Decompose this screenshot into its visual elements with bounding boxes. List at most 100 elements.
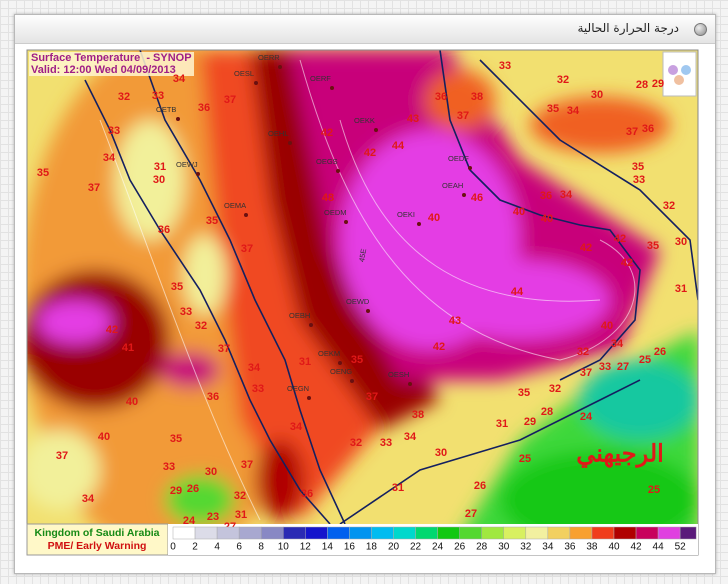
watermark: الرجيهني: [576, 439, 664, 469]
valid-time: Valid: 12:00 Wed 04/09/2013: [31, 64, 176, 76]
legend-tick-label: 26: [454, 542, 466, 553]
temperature-label: 35: [170, 433, 182, 445]
temperature-label: 31: [154, 161, 166, 173]
isotherm: [99, 59, 636, 521]
legend-swatch: [415, 526, 438, 540]
station-dot: [278, 65, 282, 69]
department: PME/ Early Warning: [48, 540, 147, 552]
temperature-label: 36: [642, 123, 654, 135]
temperature-label: 32: [549, 383, 561, 395]
legend-swatch: [481, 526, 505, 540]
temperature-label: 34: [611, 338, 624, 350]
legend-swatch: [327, 526, 350, 540]
legend-swatch: [393, 526, 416, 540]
legend-swatch: [172, 526, 196, 540]
temperature-label: 33: [180, 306, 192, 318]
window-title: درجة الحرارة الحالية: [577, 21, 680, 35]
legend-swatch: [591, 526, 615, 540]
legend-swatch: [503, 526, 527, 540]
station-code: OEHL: [268, 129, 288, 138]
legend-tick-label: 2: [192, 542, 198, 553]
temperature-label: 36: [301, 488, 313, 500]
temperature-field: [27, 50, 698, 524]
legend-tick-label: 38: [586, 542, 598, 553]
legend-swatch: [216, 526, 240, 540]
station-code: OERF: [310, 74, 331, 83]
station-code: OEMA: [224, 201, 246, 210]
legend-swatch: [437, 526, 460, 540]
legend-tick-label: 22: [410, 542, 422, 553]
temperature-label: 35: [171, 281, 183, 293]
station-dot: [344, 220, 348, 224]
station-code: OESH: [388, 370, 409, 379]
temperature-label: 25: [519, 453, 531, 465]
temperature-label: 27: [465, 508, 477, 520]
legend-tick-label: 40: [608, 542, 620, 553]
temperature-label: 34: [103, 152, 116, 164]
temperature-label: 34: [82, 493, 95, 505]
station-dot: [244, 213, 248, 217]
legend-tick-label: 4: [214, 542, 220, 553]
legend-swatch: [371, 526, 394, 540]
organization: Kingdom of Saudi Arabia: [34, 527, 159, 539]
temperature-label: 37: [88, 182, 100, 194]
temperature-label: 32: [577, 346, 589, 358]
legend-tick-label: 36: [564, 542, 576, 553]
temperature-label: 42: [433, 341, 445, 353]
temperature-label: 42: [580, 242, 592, 254]
legend-tick-label: 52: [675, 542, 687, 553]
station-code: OERR: [258, 53, 280, 62]
legend-swatch: [613, 526, 637, 540]
temperature-label: 32: [234, 490, 246, 502]
temperature-label: 38: [412, 409, 424, 421]
temperature-label: 43: [407, 113, 419, 125]
temperature-label: 43: [449, 315, 461, 327]
temperature-label: 37: [241, 243, 253, 255]
legend-swatch: [569, 526, 593, 540]
temperature-label: 27: [617, 361, 629, 373]
legend-tick-label: 24: [432, 542, 444, 553]
temperature-label: 37: [241, 459, 253, 471]
temperature-label: 36: [435, 91, 447, 103]
temperature-label: 37: [457, 110, 469, 122]
temperature-label: 40: [513, 206, 525, 218]
legend-swatch: [238, 526, 262, 540]
temperature-label: 25: [648, 484, 660, 496]
temperature-label: 33: [380, 437, 392, 449]
temperature-label: 35: [37, 167, 49, 179]
legend-tick-label: 18: [366, 542, 378, 553]
station-code: OEKM: [318, 349, 340, 358]
temperature-label: 30: [591, 89, 603, 101]
station-code: OETB: [156, 105, 176, 114]
station-code: OEKK: [354, 116, 375, 125]
temperature-label: 48: [322, 192, 334, 204]
window-button[interactable]: [694, 23, 707, 36]
station-code: OEGN: [287, 384, 309, 393]
station-dot: [176, 117, 180, 121]
station-dot: [462, 193, 466, 197]
temperature-label: 26: [654, 346, 666, 358]
legend-swatch: [194, 526, 218, 540]
temperature-label: 23: [207, 511, 219, 523]
temperature-label: 36: [158, 224, 170, 236]
station-dot: [309, 323, 313, 327]
temperature-label: 29: [652, 78, 664, 90]
legend-swatch: [459, 526, 482, 540]
temperature-label: 28: [636, 79, 648, 91]
temperature-label: 33: [599, 361, 611, 373]
legend-tick-label: 16: [344, 542, 356, 553]
legend-tick-label: 20: [388, 542, 400, 553]
temperature-label: 35: [518, 387, 530, 399]
temperature-label: 30: [153, 174, 165, 186]
station-code: OEWD: [346, 297, 370, 306]
legend-swatch: [635, 526, 659, 540]
legend-tick-label: 8: [258, 542, 264, 553]
station-dot: [307, 396, 311, 400]
temperature-label: 34: [560, 189, 573, 201]
station-dot: [338, 361, 342, 365]
temperature-label: 33: [252, 383, 264, 395]
temperature-label: 31: [392, 482, 404, 494]
temperature-label: 31: [675, 283, 687, 295]
temperature-label: 25: [639, 354, 651, 366]
